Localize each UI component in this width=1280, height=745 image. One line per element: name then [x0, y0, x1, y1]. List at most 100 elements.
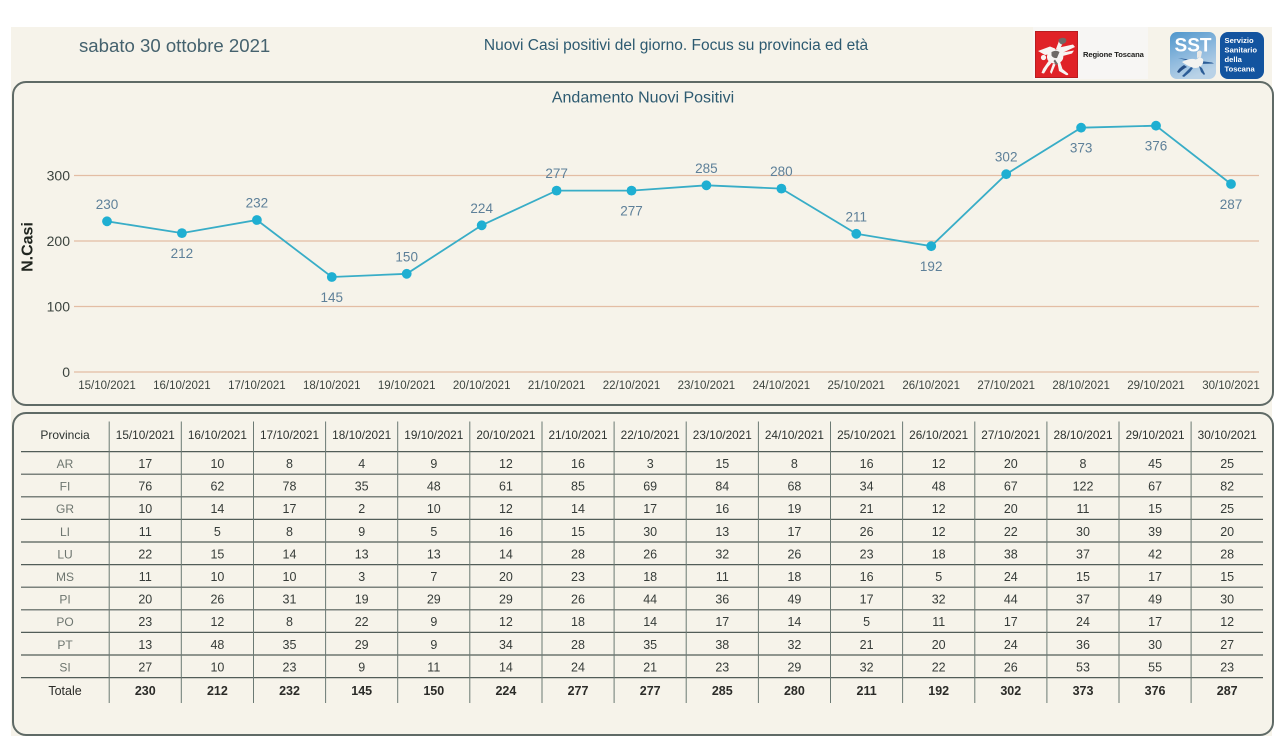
svg-text:24: 24: [1004, 570, 1018, 584]
svg-text:18/10/2021: 18/10/2021: [332, 428, 391, 442]
svg-text:14: 14: [643, 615, 657, 629]
svg-text:17: 17: [787, 525, 801, 539]
svg-text:20: 20: [1004, 457, 1018, 471]
svg-text:18: 18: [643, 570, 657, 584]
svg-text:12: 12: [932, 502, 946, 516]
svg-text:30: 30: [1148, 638, 1162, 652]
svg-text:10: 10: [283, 570, 297, 584]
svg-text:49: 49: [787, 593, 801, 607]
svg-text:22: 22: [1004, 525, 1018, 539]
svg-text:11: 11: [139, 570, 152, 584]
svg-text:12: 12: [499, 615, 513, 629]
svg-text:48: 48: [210, 638, 224, 652]
svg-text:78: 78: [283, 480, 297, 494]
svg-text:29: 29: [787, 660, 801, 674]
svg-text:9: 9: [430, 457, 437, 471]
svg-text:PI: PI: [59, 593, 70, 607]
svg-text:302: 302: [1000, 684, 1021, 698]
svg-text:277: 277: [640, 684, 661, 698]
svg-text:12: 12: [932, 457, 946, 471]
svg-text:44: 44: [643, 593, 657, 607]
svg-text:32: 32: [860, 660, 874, 674]
svg-text:27: 27: [1220, 638, 1234, 652]
svg-text:85: 85: [571, 480, 585, 494]
svg-text:5: 5: [863, 615, 870, 629]
svg-text:11: 11: [427, 660, 440, 674]
svg-text:25/10/2021: 25/10/2021: [837, 428, 896, 442]
svg-text:34: 34: [860, 480, 874, 494]
svg-text:AR: AR: [57, 457, 74, 471]
svg-text:18/10/2021: 18/10/2021: [303, 380, 361, 392]
svg-text:300: 300: [47, 168, 71, 184]
svg-text:4: 4: [358, 457, 365, 471]
svg-text:13: 13: [715, 525, 729, 539]
svg-text:28: 28: [1220, 547, 1234, 561]
svg-text:25: 25: [1220, 457, 1234, 471]
svg-text:29/10/2021: 29/10/2021: [1126, 428, 1185, 442]
svg-text:22: 22: [932, 660, 946, 674]
svg-text:11: 11: [716, 570, 729, 584]
svg-text:5: 5: [935, 570, 942, 584]
svg-text:35: 35: [643, 638, 657, 652]
svg-text:53: 53: [1076, 660, 1090, 674]
svg-text:12: 12: [1220, 615, 1234, 629]
svg-text:29: 29: [355, 638, 369, 652]
svg-text:76: 76: [138, 480, 152, 494]
svg-text:18: 18: [787, 570, 801, 584]
svg-text:19: 19: [787, 502, 801, 516]
svg-text:26: 26: [210, 593, 224, 607]
svg-text:26: 26: [860, 525, 874, 539]
svg-text:9: 9: [358, 525, 365, 539]
svg-text:23/10/2021: 23/10/2021: [678, 380, 736, 392]
svg-text:61: 61: [499, 480, 513, 494]
svg-text:48: 48: [427, 480, 441, 494]
svg-text:8: 8: [286, 525, 293, 539]
svg-text:277: 277: [545, 166, 568, 181]
svg-text:8: 8: [286, 615, 293, 629]
svg-text:22: 22: [355, 615, 369, 629]
svg-text:30/10/2021: 30/10/2021: [1202, 380, 1260, 392]
svg-text:28: 28: [571, 638, 585, 652]
svg-text:24: 24: [1076, 615, 1090, 629]
svg-text:25/10/2021: 25/10/2021: [828, 380, 886, 392]
svg-text:18: 18: [571, 615, 585, 629]
svg-text:145: 145: [351, 684, 372, 698]
svg-text:30: 30: [643, 525, 657, 539]
svg-text:13: 13: [355, 547, 369, 561]
svg-text:212: 212: [207, 684, 228, 698]
svg-text:15: 15: [715, 457, 729, 471]
svg-text:5: 5: [214, 525, 221, 539]
svg-text:67: 67: [1004, 480, 1018, 494]
svg-text:23/10/2021: 23/10/2021: [693, 428, 752, 442]
svg-text:12: 12: [499, 457, 513, 471]
svg-text:SI: SI: [59, 660, 70, 674]
svg-text:37: 37: [1076, 593, 1090, 607]
svg-text:Sanitario: Sanitario: [1225, 46, 1258, 55]
svg-text:30/10/2021: 30/10/2021: [1198, 428, 1257, 442]
svg-text:27/10/2021: 27/10/2021: [977, 380, 1035, 392]
svg-text:32: 32: [932, 593, 946, 607]
svg-text:8: 8: [286, 457, 293, 471]
svg-text:7: 7: [430, 570, 437, 584]
svg-text:15: 15: [1220, 570, 1234, 584]
svg-text:MS: MS: [56, 570, 74, 584]
svg-text:122: 122: [1073, 480, 1094, 494]
svg-text:16/10/2021: 16/10/2021: [153, 380, 211, 392]
svg-text:232: 232: [279, 684, 300, 698]
svg-text:26: 26: [787, 547, 801, 561]
svg-text:24: 24: [571, 660, 585, 674]
svg-text:17: 17: [138, 457, 152, 471]
svg-text:9: 9: [358, 660, 365, 674]
svg-text:15: 15: [1076, 570, 1090, 584]
svg-text:21: 21: [860, 638, 874, 652]
svg-text:14: 14: [499, 547, 513, 561]
svg-text:10: 10: [210, 660, 224, 674]
svg-text:10: 10: [210, 570, 224, 584]
svg-text:15: 15: [1148, 502, 1162, 516]
svg-text:39: 39: [1148, 525, 1162, 539]
svg-text:30: 30: [1220, 593, 1234, 607]
svg-text:287: 287: [1217, 684, 1238, 698]
svg-text:230: 230: [96, 197, 119, 212]
svg-text:3: 3: [358, 570, 365, 584]
svg-text:12: 12: [499, 502, 513, 516]
